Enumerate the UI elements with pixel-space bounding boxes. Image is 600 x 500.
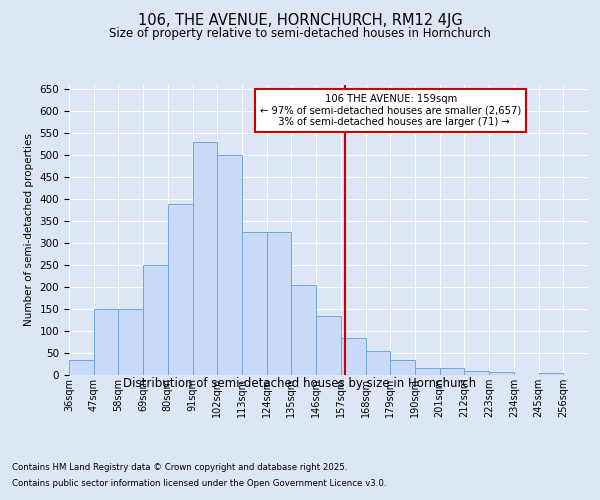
Bar: [341, 338, 365, 375]
Text: 106, THE AVENUE, HORNCHURCH, RM12 4JG: 106, THE AVENUE, HORNCHURCH, RM12 4JG: [137, 12, 463, 28]
Bar: [415, 368, 440, 375]
Bar: [168, 204, 193, 375]
Bar: [489, 372, 514, 375]
Text: Size of property relative to semi-detached houses in Hornchurch: Size of property relative to semi-detach…: [109, 28, 491, 40]
Bar: [316, 316, 341, 375]
Bar: [94, 309, 118, 375]
Bar: [69, 360, 94, 375]
Text: Contains HM Land Registry data © Crown copyright and database right 2025.: Contains HM Land Registry data © Crown c…: [12, 464, 347, 472]
Bar: [292, 285, 316, 375]
Bar: [242, 232, 267, 375]
Bar: [440, 368, 464, 375]
Bar: [143, 265, 168, 375]
Text: Distribution of semi-detached houses by size in Hornchurch: Distribution of semi-detached houses by …: [124, 378, 476, 390]
Bar: [118, 309, 143, 375]
Bar: [539, 373, 563, 375]
Bar: [193, 142, 217, 375]
Bar: [464, 370, 489, 375]
Bar: [365, 351, 390, 375]
Text: Contains public sector information licensed under the Open Government Licence v3: Contains public sector information licen…: [12, 478, 386, 488]
Y-axis label: Number of semi-detached properties: Number of semi-detached properties: [24, 134, 34, 326]
Bar: [267, 232, 292, 375]
Text: 106 THE AVENUE: 159sqm
← 97% of semi-detached houses are smaller (2,657)
  3% of: 106 THE AVENUE: 159sqm ← 97% of semi-det…: [260, 94, 521, 127]
Bar: [390, 360, 415, 375]
Bar: [217, 156, 242, 375]
